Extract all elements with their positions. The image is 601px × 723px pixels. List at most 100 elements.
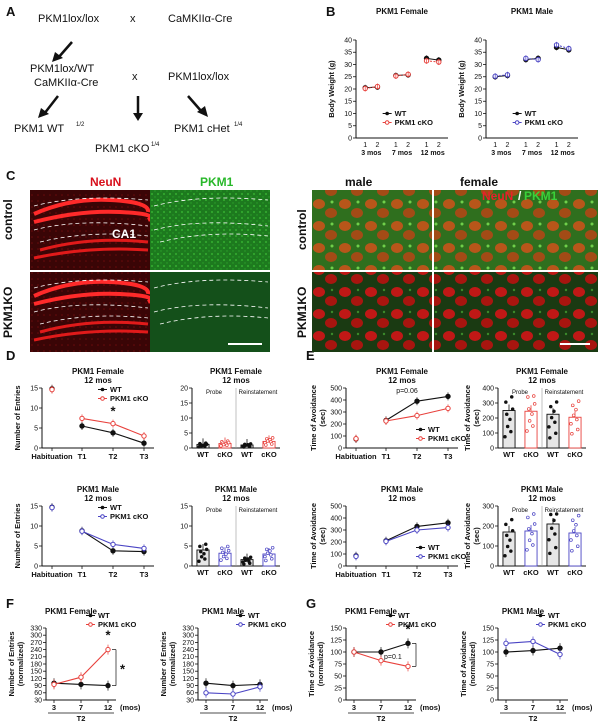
y-tick-label: 200 xyxy=(482,415,494,422)
individual-point xyxy=(510,395,514,399)
x-tick-label: WT xyxy=(197,568,209,577)
y-tick-label: 10 xyxy=(474,111,482,118)
y-axis-label: Number of Entries xyxy=(13,385,22,450)
region-outline xyxy=(153,279,269,325)
y-tick-label: 5 xyxy=(348,123,352,130)
row-label-ko: PKM1KO xyxy=(1,287,15,338)
y-tick-label: 15 xyxy=(180,503,188,510)
individual-point xyxy=(221,550,225,555)
legend-marker-cko xyxy=(238,622,243,627)
individual-point xyxy=(504,400,508,404)
chart-subtitle: 12 mos xyxy=(388,376,416,385)
x-unit-label: (mos) xyxy=(420,703,441,712)
neun-header: NeuN xyxy=(90,175,121,189)
individual-point xyxy=(531,543,535,547)
legend-marker-cko xyxy=(88,622,93,627)
chart-subtitle: 12 mos xyxy=(84,494,112,503)
legend-marker-wt xyxy=(515,111,519,116)
chart-title: PKM1 Male xyxy=(521,485,564,494)
individual-point xyxy=(525,548,529,552)
y-tick-label: 30 xyxy=(186,697,194,704)
x-group-label: T2 xyxy=(229,714,238,723)
individual-point xyxy=(527,538,532,542)
y-tick-label: 35 xyxy=(474,50,482,57)
x-tick-label: T1 xyxy=(78,452,87,461)
data-point-cko xyxy=(353,435,359,442)
y-tick-label: 150 xyxy=(330,625,342,632)
x-tick-label: T2 xyxy=(413,570,422,579)
y-tick-label: 10 xyxy=(180,415,188,422)
x-tick-label: 12 xyxy=(556,703,564,712)
y-tick-label: 0 xyxy=(34,445,38,452)
x-tick-label: T3 xyxy=(444,452,453,461)
x-tick-label: 3 xyxy=(352,703,356,712)
legend-marker-cko xyxy=(418,436,423,441)
chart-title: PKM1 Male xyxy=(511,7,554,16)
female-ko-image xyxy=(434,272,598,352)
data-point-cko xyxy=(105,646,111,653)
individual-point xyxy=(549,526,554,530)
row-label-control-2: control xyxy=(295,209,309,250)
bar xyxy=(502,531,516,567)
y-tick-label: 100 xyxy=(330,551,342,558)
legend-marker-wt xyxy=(100,387,105,392)
chart-b2: PKM1 Male 0 5 10 15 20 25 30 35 40 Body Weight (g)… xyxy=(457,7,578,157)
legend-marker-cko xyxy=(388,622,393,627)
y-tick-label: 120 xyxy=(30,676,42,683)
y-tick-label: 15 xyxy=(474,99,482,106)
y-axis-label: Body Weight (g) xyxy=(327,60,336,118)
individual-point xyxy=(531,424,535,428)
y-axis-label: Time of Avoidance xyxy=(463,385,472,451)
x-tick-label: 1 xyxy=(425,142,429,149)
x-group-label: 3 mos xyxy=(361,150,381,157)
y-tick-label: 100 xyxy=(330,433,342,440)
individual-point xyxy=(548,436,552,440)
merge-pkm1-label: PKM1 xyxy=(524,189,558,203)
y-axis-label: Number of Entries xyxy=(159,631,168,696)
legend-label-cko: PKM1 cKO xyxy=(248,620,287,629)
legend-label-cko: PKM1 cKO xyxy=(110,512,149,521)
chart-subtitle: 12 mos xyxy=(222,376,250,385)
data-point-cko xyxy=(503,640,509,647)
merge-sep-label: / xyxy=(518,189,522,203)
x-tick-label: T2 xyxy=(413,452,422,461)
y-axis-label: Number of Entries xyxy=(7,631,16,696)
individual-point xyxy=(553,431,558,435)
y-axis-label-unit: (normalized) xyxy=(468,641,477,686)
y-tick-label: 5 xyxy=(34,543,38,550)
y-tick-label: 0 xyxy=(338,697,342,704)
y-tick-label: 300 xyxy=(482,503,494,510)
male-control-image xyxy=(312,190,432,270)
f1-genotype-line2: CaMKIIα-Cre xyxy=(34,77,98,89)
bar xyxy=(546,413,560,449)
chart-g2: PKM1 Male 0 25 50 75 100 125 150 Time of Avoidan… xyxy=(459,607,593,723)
individual-point xyxy=(225,556,229,561)
data-point-cko xyxy=(353,553,359,560)
arrow-icon xyxy=(187,95,203,113)
individual-point xyxy=(531,512,536,516)
y-axis-label-unit: (sec) xyxy=(472,527,481,545)
y-tick-label: 0 xyxy=(184,563,188,570)
legend-label-cko: PKM1 cKO xyxy=(98,620,137,629)
legend-label-wt: WT xyxy=(548,611,560,620)
region-outline xyxy=(33,279,149,325)
x-tick-label: 1 xyxy=(493,142,497,149)
y-tick-label: 60 xyxy=(34,690,42,697)
individual-point xyxy=(510,407,515,411)
legend-marker-cko xyxy=(418,554,423,559)
individual-point xyxy=(219,558,223,562)
individual-point xyxy=(575,533,579,538)
y-tick-label: 5 xyxy=(34,425,38,432)
data-point-wt xyxy=(503,649,509,655)
data-point-wt xyxy=(141,440,147,446)
individual-point xyxy=(570,518,575,522)
panel-label-c: C xyxy=(6,168,16,183)
y-tick-label: 270 xyxy=(30,640,42,647)
y-axis-label: Time of Avoidance xyxy=(463,503,472,569)
y-tick-label: 20 xyxy=(180,385,188,392)
x-tick-label: T1 xyxy=(382,452,391,461)
legend-marker-wt xyxy=(538,613,543,618)
x-tick-label: cKO xyxy=(567,450,583,459)
y-tick-label: 400 xyxy=(330,397,342,404)
